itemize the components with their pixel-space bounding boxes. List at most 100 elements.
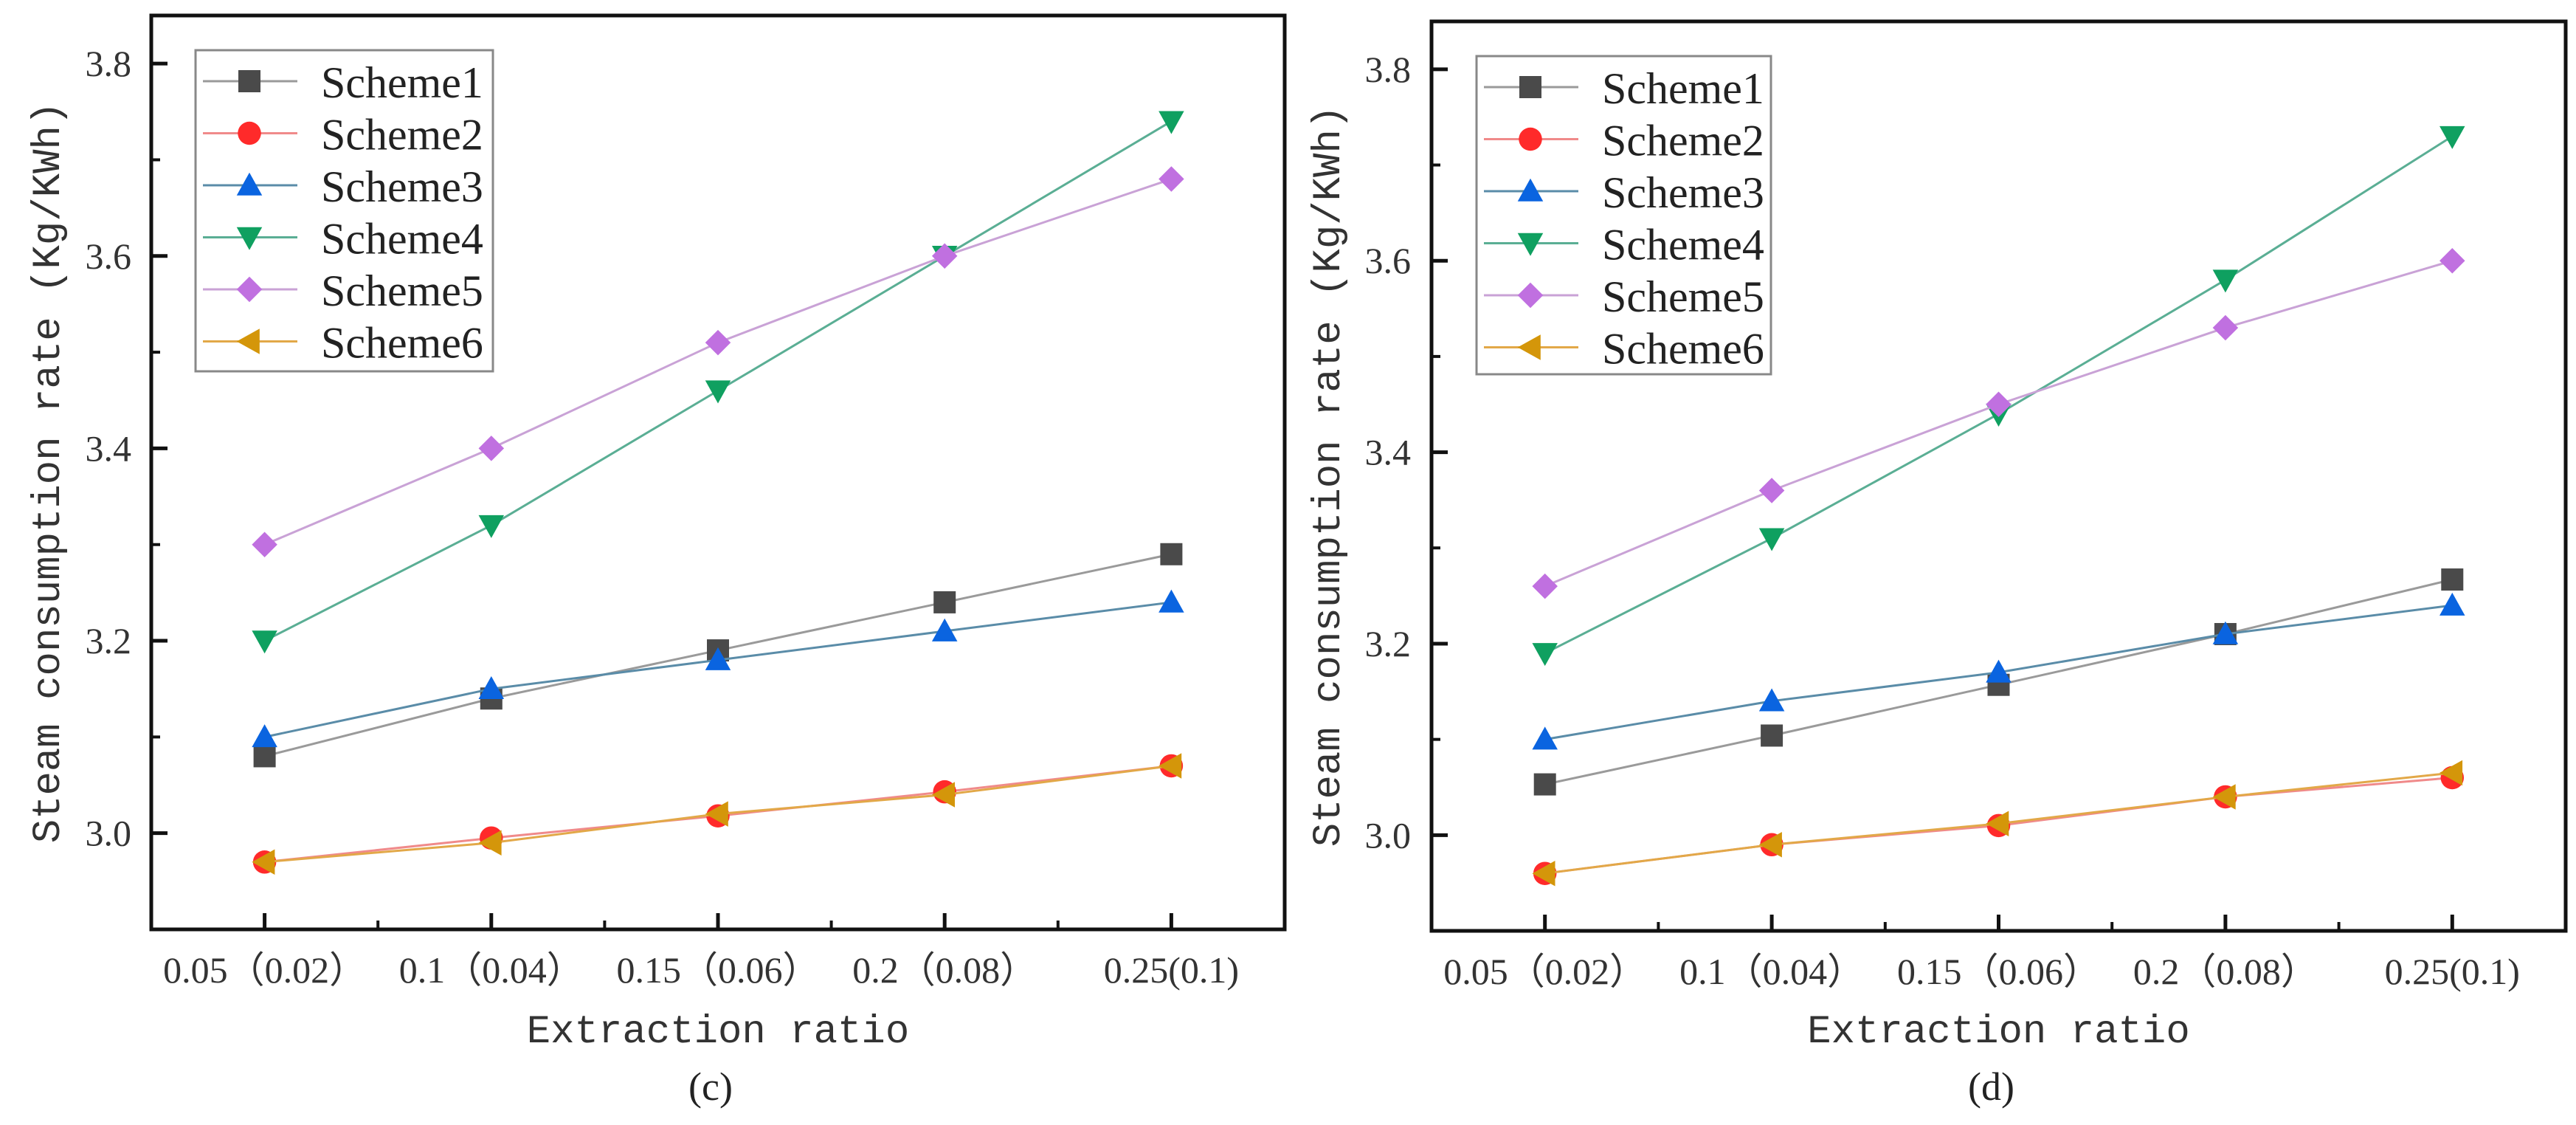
x-tick-label: 0.2（0.08） bbox=[852, 949, 1037, 991]
data-point-triangle-up bbox=[1986, 659, 2012, 683]
data-point-square bbox=[1761, 724, 1783, 747]
legend-marker-square-icon bbox=[1519, 76, 1541, 98]
legend-marker-triangle-down-icon bbox=[1517, 233, 1544, 256]
y-tick-label: 3.8 bbox=[86, 43, 132, 84]
series-scheme6 bbox=[252, 753, 1182, 875]
panel-label: (d) bbox=[1968, 1064, 2014, 1109]
y-tick-label: 3.4 bbox=[1365, 432, 1412, 473]
data-point-triangle-left bbox=[478, 830, 502, 856]
legend-item-scheme1: Scheme1 bbox=[203, 58, 483, 107]
legend-marker-triangle-up-icon bbox=[1517, 178, 1544, 202]
legend-item-scheme6: Scheme6 bbox=[203, 319, 483, 368]
legend: Scheme1Scheme2Scheme3Scheme4Scheme5Schem… bbox=[194, 49, 494, 373]
legend-item-scheme3: Scheme3 bbox=[203, 162, 483, 211]
legend: Scheme1Scheme2Scheme3Scheme4Scheme5Schem… bbox=[1475, 55, 1772, 376]
legend-label: Scheme1 bbox=[1602, 64, 1764, 113]
legend-label: Scheme5 bbox=[1602, 272, 1764, 321]
y-tick-label: 3.0 bbox=[1365, 814, 1412, 856]
data-point-diamond bbox=[931, 243, 958, 269]
data-point-triangle-up bbox=[2212, 621, 2239, 644]
data-point-square bbox=[933, 591, 956, 613]
data-point-triangle-left bbox=[931, 782, 955, 808]
data-point-triangle-down bbox=[1758, 528, 1785, 551]
data-point-square bbox=[253, 745, 276, 768]
y-tick-label: 3.0 bbox=[86, 813, 132, 854]
legend-marker-circle-icon bbox=[238, 121, 261, 145]
data-point-triangle-up bbox=[478, 675, 505, 700]
data-point-triangle-left bbox=[1532, 860, 1555, 887]
data-point-triangle-left bbox=[1158, 753, 1182, 779]
legend-box bbox=[194, 49, 494, 373]
data-point-diamond bbox=[2439, 247, 2465, 274]
x-tick-label: 0.1（0.04） bbox=[399, 949, 584, 991]
data-point-diamond bbox=[705, 329, 731, 356]
y-tick-label: 3.4 bbox=[86, 427, 132, 469]
legend-item-scheme6: Scheme6 bbox=[1484, 325, 1764, 374]
data-point-triangle-up bbox=[1532, 726, 1558, 750]
legend-label: Scheme4 bbox=[1602, 221, 1764, 269]
data-point-square bbox=[1160, 543, 1183, 565]
data-point-triangle-up bbox=[931, 618, 958, 641]
series-scheme5 bbox=[1532, 247, 2465, 599]
legend-marker-triangle-up-icon bbox=[236, 172, 263, 196]
legend-marker-circle-icon bbox=[1519, 127, 1542, 151]
series-scheme3 bbox=[1532, 592, 2465, 750]
x-tick-label: 0.05（0.02） bbox=[1443, 951, 1646, 992]
legend-item-scheme2: Scheme2 bbox=[203, 111, 483, 159]
legend-item-scheme4: Scheme4 bbox=[1484, 221, 1764, 269]
data-point-triangle-down bbox=[252, 630, 277, 654]
legend-label: Scheme6 bbox=[321, 319, 483, 368]
legend-label: Scheme1 bbox=[321, 58, 483, 107]
data-point-square bbox=[1533, 773, 1556, 796]
legend-item-scheme2: Scheme2 bbox=[1484, 117, 1764, 165]
data-point-diamond bbox=[1532, 573, 1558, 599]
legend-label: Scheme4 bbox=[321, 215, 483, 264]
chart-panel-d: 3.0 3.2 3.4 3.6 3.8 0.05（0.02） 0.1（0.04） 0.15（0… bbox=[1307, 19, 2568, 1109]
data-point-triangle-down bbox=[2439, 125, 2465, 149]
y-tick-label: 3.2 bbox=[1365, 623, 1412, 664]
x-tick-label: 0.1（0.04） bbox=[1679, 951, 1864, 992]
x-tick-label: 0.15（0.06） bbox=[617, 949, 820, 991]
y-axis-title: Steam consumption rate (Kg/KWh) bbox=[1307, 106, 1352, 847]
y-tick-label: 3.2 bbox=[86, 620, 132, 661]
x-tick-label: 0.15（0.06） bbox=[1897, 951, 2100, 992]
legend-item-scheme3: Scheme3 bbox=[1484, 168, 1764, 217]
data-point-square bbox=[2441, 568, 2464, 591]
x-tick-label: 0.05（0.02） bbox=[163, 949, 366, 991]
data-point-triangle-left bbox=[2212, 784, 2236, 810]
x-tick-label: 0.25(0.1) bbox=[1104, 949, 1239, 991]
series-scheme6 bbox=[1532, 760, 2463, 887]
data-point-triangle-down bbox=[2212, 269, 2239, 293]
data-point-diamond bbox=[252, 531, 277, 557]
legend-item-scheme4: Scheme4 bbox=[203, 215, 483, 264]
data-point-diamond bbox=[2212, 314, 2239, 341]
legend-marker-triangle-down-icon bbox=[236, 227, 263, 250]
legend-item-scheme5: Scheme5 bbox=[1484, 272, 1764, 321]
data-point-triangle-left bbox=[1758, 832, 1782, 858]
legend-marker-diamond-icon bbox=[1517, 282, 1544, 309]
x-axis-title: Extraction ratio bbox=[1807, 1010, 2189, 1055]
series-scheme5 bbox=[252, 166, 1184, 557]
legend-item-scheme1: Scheme1 bbox=[1484, 64, 1764, 113]
data-point-triangle-up bbox=[252, 724, 277, 748]
x-tick-label: 0.25(0.1) bbox=[2385, 951, 2520, 992]
legend-label: Scheme5 bbox=[321, 266, 483, 315]
data-point-diamond bbox=[1158, 166, 1184, 192]
legend-marker-triangle-left-icon bbox=[1517, 334, 1541, 360]
legend-marker-triangle-left-icon bbox=[236, 328, 260, 354]
data-point-triangle-down bbox=[1158, 111, 1184, 134]
data-point-triangle-left bbox=[2439, 760, 2463, 786]
y-tick-label: 3.6 bbox=[86, 235, 132, 277]
data-point-diamond bbox=[478, 436, 505, 461]
data-point-triangle-up bbox=[1758, 688, 1785, 712]
data-point-triangle-down bbox=[705, 380, 731, 404]
x-axis-title: Extraction ratio bbox=[527, 1010, 909, 1055]
legend-marker-square-icon bbox=[238, 70, 260, 92]
y-axis-title: Steam consumption rate (Kg/KWh) bbox=[27, 102, 72, 844]
data-point-diamond bbox=[1758, 478, 1785, 503]
legend-box bbox=[1475, 55, 1772, 376]
data-point-triangle-up bbox=[2439, 592, 2465, 616]
legend-marker-diamond-icon bbox=[236, 276, 263, 303]
series-scheme3 bbox=[252, 589, 1184, 748]
